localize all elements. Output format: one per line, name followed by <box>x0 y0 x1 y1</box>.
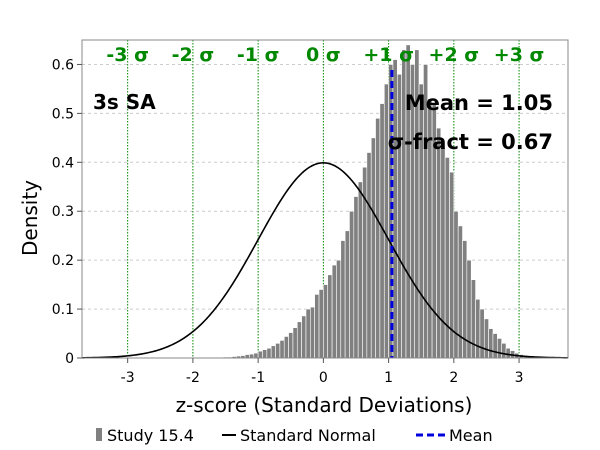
histogram-bar <box>296 321 302 359</box>
histogram-bar <box>262 349 268 359</box>
y-tick-label: 0.4 <box>52 155 74 171</box>
normal-curve <box>81 162 569 359</box>
histogram-bar <box>257 350 263 359</box>
x-tick-label: 2 <box>449 370 458 386</box>
histogram-bar <box>383 83 389 359</box>
y-tick-label: 0.6 <box>52 57 74 73</box>
histogram-bar <box>370 137 376 359</box>
histogram-bar <box>501 343 507 359</box>
legend-label-curve: Standard Normal <box>240 426 376 445</box>
histogram-bar <box>418 83 424 359</box>
histogram-bar <box>344 230 350 359</box>
histogram-bar <box>253 352 259 359</box>
histogram-bar <box>497 338 502 359</box>
histogram-bar <box>323 284 328 359</box>
histogram-bar <box>357 181 363 359</box>
plot-frame <box>81 39 569 359</box>
histogram-bar <box>301 315 307 359</box>
x-tick-label: -1 <box>251 370 265 386</box>
histogram-bar <box>397 73 402 359</box>
histogram-bar <box>266 347 272 359</box>
y-axis-ticks: 0 0.1 0.2 0.3 0.4 0.5 0.6 <box>52 57 82 367</box>
sigma-fract-annotation: σ-fract = 0.67 <box>388 130 553 154</box>
histogram-bar <box>340 240 346 359</box>
sigma-label: -1 σ <box>237 44 280 66</box>
histogram-bar <box>479 308 485 359</box>
histogram-bar <box>349 210 355 359</box>
histogram-bar <box>488 328 494 359</box>
normal-curve-layer <box>81 162 569 359</box>
y-tick-label: 0.2 <box>52 253 74 269</box>
histogram-bar <box>366 152 372 359</box>
histogram-bar <box>336 259 342 359</box>
histogram-bar <box>475 298 481 359</box>
histogram-bar <box>375 117 381 359</box>
y-tick-label: 0.5 <box>52 106 74 122</box>
histogram-bar <box>275 343 281 359</box>
histogram-bars <box>214 44 546 359</box>
y-axis-label: Density <box>18 180 42 256</box>
x-tick-label: -2 <box>186 370 200 386</box>
histogram-bar <box>453 210 459 359</box>
x-tick-label: 3 <box>515 370 524 386</box>
histogram-bar <box>292 327 298 359</box>
x-tick-label: 0 <box>319 370 328 386</box>
histogram-bar <box>318 289 324 359</box>
y-tick-label: 0.3 <box>52 204 74 220</box>
histogram-bar <box>244 354 250 359</box>
sigma-labels: -3 σ -2 σ -1 σ 0 σ +1 σ +2 σ +3 σ <box>106 44 544 66</box>
histogram-bar <box>492 333 498 359</box>
sigma-label: +2 σ <box>429 44 480 66</box>
histogram-bar <box>353 196 359 359</box>
mean-annotation: Mean = 1.05 <box>405 91 553 115</box>
y-tick-label: 0.1 <box>52 302 74 318</box>
sigma-label: -3 σ <box>106 44 149 66</box>
x-axis-label: z-score (Standard Deviations) <box>176 393 473 417</box>
sigma-label: 0 σ <box>306 44 341 66</box>
histogram-bar <box>331 264 337 359</box>
histogram-bar <box>440 147 446 359</box>
histogram-bar <box>505 347 511 359</box>
histogram-bar <box>305 308 311 359</box>
legend-swatch-histogram <box>96 428 102 441</box>
histogram-bar <box>436 127 442 359</box>
sigma-label: +3 σ <box>494 44 545 66</box>
histogram-bar <box>470 279 476 359</box>
x-tick-label: -3 <box>121 370 135 386</box>
histogram-bar <box>314 294 320 359</box>
y-tick-label: 0 <box>65 351 74 367</box>
sigma-label: +1 σ <box>363 44 414 66</box>
histogram-bar <box>483 318 489 359</box>
legend-label-mean: Mean <box>449 426 493 445</box>
histogram-bar <box>270 345 276 359</box>
histogram-bar <box>309 306 315 359</box>
histogram-bar <box>283 336 289 359</box>
scenario-label: 3s SA <box>93 90 156 114</box>
histogram-bar <box>392 59 398 359</box>
histogram-bar <box>327 274 333 359</box>
sigma-label: -2 σ <box>172 44 215 66</box>
histogram-bar <box>279 340 285 359</box>
histogram-bar <box>288 332 294 359</box>
legend-label-histogram: Study 15.4 <box>107 426 194 445</box>
legend: Study 15.4 Standard Normal Mean <box>96 426 493 445</box>
histogram-bar <box>249 353 255 359</box>
x-tick-label: 1 <box>384 370 393 386</box>
x-axis-ticks: -3 -2 -1 0 1 2 3 <box>121 358 524 386</box>
